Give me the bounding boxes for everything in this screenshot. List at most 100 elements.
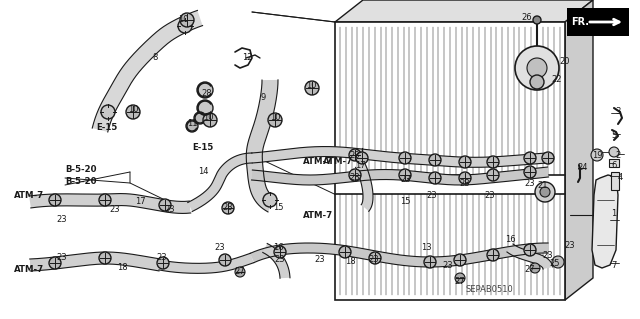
Text: 23: 23 <box>369 256 380 264</box>
Polygon shape <box>92 11 202 132</box>
Text: 13: 13 <box>420 243 431 253</box>
Polygon shape <box>252 146 548 167</box>
Circle shape <box>459 172 471 184</box>
Text: 27: 27 <box>525 265 535 275</box>
Circle shape <box>222 202 234 214</box>
Text: 10: 10 <box>203 114 213 122</box>
Text: ATM-7: ATM-7 <box>303 158 333 167</box>
Circle shape <box>235 267 245 277</box>
Text: 23: 23 <box>543 250 554 259</box>
Text: FR.: FR. <box>571 17 589 27</box>
Text: 18: 18 <box>116 263 127 272</box>
Polygon shape <box>188 153 252 211</box>
Circle shape <box>369 252 381 264</box>
Text: 23: 23 <box>427 191 437 201</box>
Polygon shape <box>565 0 593 300</box>
Text: 23: 23 <box>164 205 175 214</box>
Circle shape <box>339 246 351 258</box>
Text: 18: 18 <box>345 257 355 266</box>
Text: 14: 14 <box>198 167 208 176</box>
Polygon shape <box>250 243 548 267</box>
Text: 27: 27 <box>235 268 245 277</box>
Text: 6: 6 <box>611 160 617 169</box>
Circle shape <box>524 244 536 256</box>
Circle shape <box>356 152 368 164</box>
Text: 15: 15 <box>273 204 284 212</box>
Circle shape <box>530 75 544 89</box>
Circle shape <box>591 149 603 161</box>
Circle shape <box>535 182 555 202</box>
Polygon shape <box>263 243 290 278</box>
Circle shape <box>194 112 206 124</box>
Text: 3: 3 <box>615 108 621 116</box>
Text: 10: 10 <box>269 114 280 122</box>
Text: E-15: E-15 <box>192 144 213 152</box>
Text: 22: 22 <box>552 76 563 85</box>
Polygon shape <box>29 252 161 271</box>
Text: 23: 23 <box>401 175 412 184</box>
Bar <box>609 159 619 167</box>
Text: 4: 4 <box>618 174 623 182</box>
Text: 10: 10 <box>128 106 138 115</box>
Polygon shape <box>356 163 373 211</box>
Circle shape <box>542 152 554 164</box>
Circle shape <box>219 254 231 266</box>
Text: 16: 16 <box>505 235 515 244</box>
Text: 28: 28 <box>202 88 212 98</box>
Polygon shape <box>507 244 553 269</box>
Text: 23: 23 <box>349 174 360 182</box>
Text: 11: 11 <box>187 118 197 128</box>
Text: 5: 5 <box>611 130 616 139</box>
Text: 25: 25 <box>550 258 560 268</box>
Circle shape <box>101 105 115 119</box>
Circle shape <box>49 194 61 206</box>
Text: ATM-7: ATM-7 <box>14 265 44 275</box>
Circle shape <box>197 82 213 98</box>
Circle shape <box>197 100 213 116</box>
Polygon shape <box>252 167 548 185</box>
Circle shape <box>524 166 536 178</box>
Text: 23: 23 <box>443 261 453 270</box>
Circle shape <box>263 193 277 207</box>
Text: ATM-7: ATM-7 <box>14 191 44 201</box>
Circle shape <box>180 13 194 27</box>
Circle shape <box>157 257 169 269</box>
Circle shape <box>399 152 411 164</box>
Text: 27: 27 <box>454 278 465 286</box>
Circle shape <box>530 263 540 273</box>
Text: 8: 8 <box>152 54 157 63</box>
Text: 23: 23 <box>525 179 535 188</box>
Polygon shape <box>246 80 278 212</box>
Text: 17: 17 <box>355 160 365 169</box>
Text: 20: 20 <box>560 57 570 66</box>
Circle shape <box>527 58 547 78</box>
Text: 23: 23 <box>214 243 225 253</box>
Text: ATM-7: ATM-7 <box>323 158 353 167</box>
Text: 10: 10 <box>306 80 316 90</box>
Text: 17: 17 <box>134 197 145 206</box>
Circle shape <box>399 169 411 181</box>
Bar <box>567 8 629 36</box>
Circle shape <box>552 256 564 268</box>
Circle shape <box>203 113 217 127</box>
Circle shape <box>524 152 536 164</box>
Circle shape <box>424 256 436 268</box>
Circle shape <box>186 120 198 132</box>
Text: 15: 15 <box>400 197 410 206</box>
Circle shape <box>268 113 282 127</box>
Circle shape <box>533 16 541 24</box>
Bar <box>611 172 619 190</box>
Text: B-5-20: B-5-20 <box>65 177 97 187</box>
Bar <box>335 22 565 300</box>
Text: 10: 10 <box>178 16 188 25</box>
Text: 2: 2 <box>616 151 621 160</box>
Text: 19: 19 <box>592 152 602 160</box>
Circle shape <box>99 252 111 264</box>
Circle shape <box>515 46 559 90</box>
Text: ATM-7: ATM-7 <box>303 211 333 220</box>
Text: 24: 24 <box>578 164 588 173</box>
Text: 23: 23 <box>223 204 234 212</box>
Text: 23: 23 <box>484 190 495 199</box>
Text: 23: 23 <box>315 256 325 264</box>
Circle shape <box>49 257 61 269</box>
